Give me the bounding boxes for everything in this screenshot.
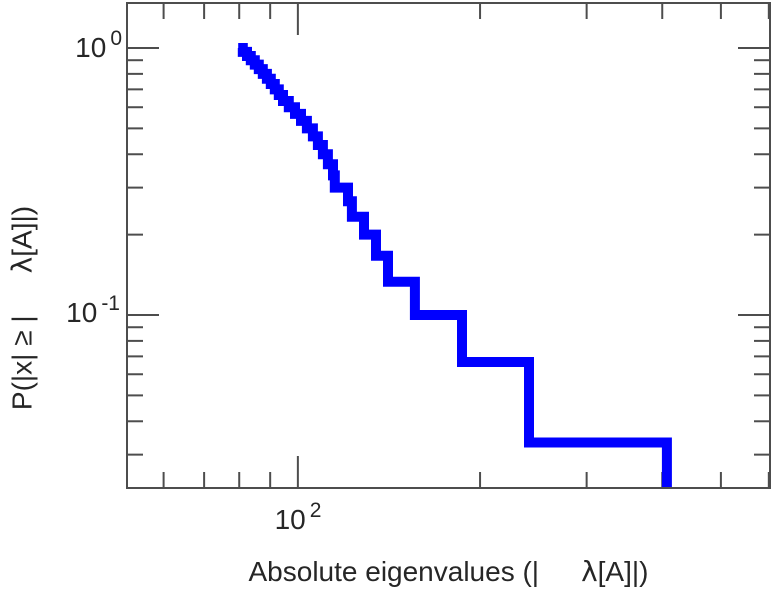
plot-frame bbox=[126, 2, 771, 489]
lambda-glyph-x: λ bbox=[581, 555, 598, 588]
y-tick-label-1e0: 10 0 bbox=[28, 27, 122, 65]
y-axis-label-pre: P(|x| ≥ | bbox=[6, 273, 38, 411]
lambda-glyph-y: λ bbox=[5, 256, 39, 274]
x-axis-label: Absolute eigenvalues (| λ[A]|) bbox=[127, 555, 770, 588]
y-axis-label: P(|x| ≥ | λ[A]|) bbox=[6, 206, 39, 410]
y-tick-1e-1-exponent: -1 bbox=[101, 292, 120, 315]
y-tick-label-1e-1: 10 -1 bbox=[20, 292, 120, 330]
x-tick-1e2-base: 10 bbox=[274, 504, 306, 535]
y-axis-label-post: [A]|) bbox=[6, 205, 38, 257]
y-tick-1e-1-base: 10 bbox=[66, 297, 98, 328]
x-tick-1e2-exponent: 2 bbox=[309, 499, 322, 522]
y-tick-1e0-exponent: 0 bbox=[110, 27, 122, 50]
x-axis-label-pre: Absolute eigenvalues (| bbox=[248, 556, 582, 587]
y-tick-1e0-base: 10 bbox=[75, 32, 107, 63]
x-tick-label-1e2: 10 2 bbox=[248, 499, 348, 537]
x-axis-label-post: [A]|) bbox=[597, 556, 649, 587]
ccdf-step-curve bbox=[237, 43, 672, 488]
